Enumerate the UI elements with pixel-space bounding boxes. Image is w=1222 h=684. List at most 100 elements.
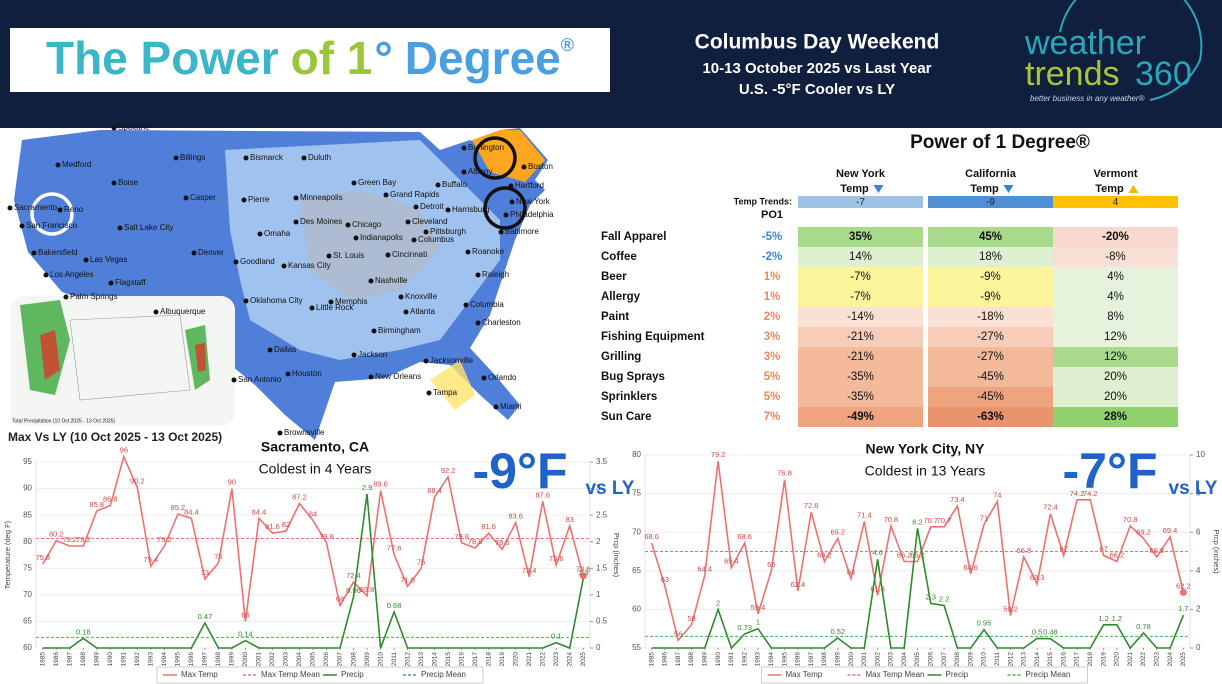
- data-label: 74.2: [1083, 489, 1098, 498]
- column-sub: Temp: [970, 183, 999, 195]
- x-tick-label: 1987: [675, 652, 682, 667]
- data-label: 62.4: [791, 580, 806, 589]
- trend-value: 4: [1113, 197, 1119, 208]
- data-label: 70.8: [884, 515, 899, 524]
- cell-value: -63%: [977, 411, 1004, 423]
- data-label: 77.6: [387, 543, 402, 552]
- y2-tick-label: 2.5: [596, 510, 608, 519]
- column-sub: Temp: [840, 183, 869, 195]
- title: The Power of 1° Degree®: [46, 32, 574, 84]
- x-tick-label: 2024: [566, 652, 573, 667]
- chart: 60 65 70 75 80 85 90 95 0 0.5 1 1.5 2 2.5 3 3.5 1985 1986…: [3, 439, 635, 684]
- table-cell: [798, 307, 923, 327]
- highlight-circle: [473, 136, 517, 180]
- data-label: 79.8: [454, 532, 469, 541]
- data-label: 64: [847, 568, 855, 577]
- cell-value: -8%: [1105, 251, 1125, 263]
- cell-value: -7%: [850, 271, 870, 283]
- city-dot: [257, 231, 263, 237]
- trend-label: Temp Trends:: [734, 196, 792, 206]
- po1-value: -2%: [762, 251, 782, 263]
- x-tick-label: 1992: [134, 652, 141, 667]
- data-label: 75.6: [549, 554, 564, 563]
- cell-value: -27%: [977, 351, 1004, 363]
- data-label: 86.8: [103, 495, 118, 504]
- x-tick-label: 2003: [283, 652, 290, 667]
- data-label: 63.3: [1030, 573, 1045, 582]
- city-dot: [508, 183, 514, 189]
- data-label: 81.6: [265, 522, 280, 531]
- trend-arrow: [873, 185, 884, 193]
- x-tick-label: 2018: [1087, 652, 1094, 667]
- data-label: 64.6: [963, 563, 978, 572]
- x-tick-label: 2025: [1180, 652, 1187, 667]
- cell-value: 8%: [1107, 311, 1124, 323]
- logo-tagline: better business in any weather®: [1030, 94, 1145, 103]
- table-title: Power of 1 Degree®: [910, 132, 1090, 153]
- x-tick-label: 2023: [553, 652, 560, 667]
- chart-subtitle: Coldest in 13 Years: [865, 463, 986, 479]
- city-dot: [233, 259, 239, 265]
- x-tick-label: 2005: [310, 652, 317, 667]
- city-label: Goodland: [240, 257, 275, 266]
- data-label: 61.8: [870, 584, 885, 593]
- data-label: 85.2: [171, 503, 186, 512]
- data-label: 0.1: [551, 632, 561, 641]
- logo-word: trends: [1025, 55, 1120, 93]
- x-tick-label: 2022: [1140, 652, 1147, 667]
- city-label: Bismarck: [250, 153, 284, 162]
- y2-tick-label: 8: [1196, 489, 1201, 498]
- highlight-circle: [483, 186, 527, 230]
- city-label: Boston: [528, 162, 553, 171]
- row-name: Bug Sprays: [601, 371, 665, 383]
- city-dot: [351, 180, 357, 186]
- x-tick-label: 2022: [539, 652, 546, 667]
- table-cell: [798, 387, 923, 407]
- table-cell: [928, 267, 1053, 287]
- data-label: 70.7: [923, 516, 938, 525]
- legend-label: Max Temp Mean: [866, 670, 925, 679]
- data-label: 88.4: [427, 486, 442, 495]
- cell-value: 28%: [1104, 411, 1127, 423]
- x-tick-label: 2006: [323, 652, 330, 667]
- y-tick-label: 75: [632, 489, 641, 498]
- data-label: 2: [716, 598, 720, 607]
- x-tick-label: 2016: [458, 652, 465, 667]
- x-tick-label: 2009: [364, 652, 371, 667]
- table-cell: [798, 327, 923, 347]
- y-tick-label: 85: [23, 510, 32, 519]
- city-dot: [241, 197, 247, 203]
- warm-area: [430, 360, 475, 410]
- inset-outline: [69, 314, 191, 401]
- city-label: Green Bay: [358, 178, 396, 187]
- city-label: Houston: [292, 369, 322, 378]
- city-label: Buffalo: [442, 180, 467, 189]
- city-label: Denver: [198, 248, 224, 257]
- city-dot: [328, 299, 334, 305]
- logo-arc: [1059, 0, 1203, 101]
- table: Power of 1 Degree® New York Temp -7 Californ…: [601, 132, 1178, 427]
- po1-value: -5%: [762, 231, 782, 243]
- po1-value: 3%: [764, 331, 781, 343]
- x-tick-label: 2017: [472, 652, 479, 667]
- subline: U.S. -5°F Cooler vs LY: [739, 81, 895, 98]
- title-box: [10, 28, 610, 92]
- x-tick-label: 2014: [1034, 652, 1041, 667]
- city-label: Dallas: [274, 345, 296, 354]
- title-part: °: [374, 32, 392, 84]
- x-tick-label: 2007: [941, 652, 948, 667]
- x-tick-label: 2004: [901, 652, 908, 667]
- x-tick-label: 2013: [1021, 652, 1028, 667]
- row-name: Grilling: [601, 351, 641, 363]
- table-cell: [928, 387, 1053, 407]
- city-label: Palm Springs: [70, 292, 118, 301]
- data-label: 75.8: [35, 553, 50, 562]
- x-tick-label: 1985: [39, 652, 46, 667]
- city-label: Grand Rapids: [390, 190, 439, 199]
- city-dot: [277, 430, 283, 436]
- annotation: -9°F: [473, 443, 568, 499]
- x-tick-label: 1991: [728, 652, 735, 667]
- city-dot: [7, 205, 13, 211]
- data-label: 0.96: [346, 586, 361, 595]
- city-label: Salt Lake City: [124, 223, 173, 232]
